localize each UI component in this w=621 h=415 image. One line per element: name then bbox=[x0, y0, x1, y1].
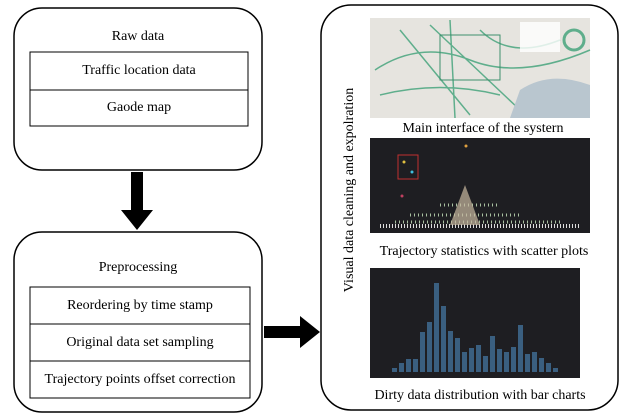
panel-caption: Trajectory statistics with scatter plots bbox=[380, 244, 589, 259]
arrow-down bbox=[121, 172, 153, 230]
raw-data-title: Raw data bbox=[112, 29, 165, 44]
scatter-thumbnail bbox=[370, 138, 590, 233]
preprocessing-title: Preprocessing bbox=[99, 260, 178, 275]
item-label: Original data set sampling bbox=[66, 335, 213, 350]
item-label: Trajectory points offset correction bbox=[45, 372, 236, 387]
panel-caption: Dirty data distribution with bar charts bbox=[374, 388, 585, 403]
map-thumbnail bbox=[370, 18, 590, 118]
item-label: Gaode map bbox=[107, 100, 171, 115]
page: Raw data Traffic location data Gaode map… bbox=[0, 0, 621, 415]
arrow-right bbox=[264, 316, 320, 348]
item-label: Reordering by time stamp bbox=[67, 298, 213, 313]
item-label: Traffic location data bbox=[82, 63, 196, 78]
panel-caption: Main interface of the systern bbox=[403, 121, 564, 136]
bar-thumbnail bbox=[370, 268, 580, 378]
diagram: Raw data Traffic location data Gaode map… bbox=[0, 0, 621, 415]
visual-title: Visual data cleaning and expolration bbox=[342, 88, 357, 292]
